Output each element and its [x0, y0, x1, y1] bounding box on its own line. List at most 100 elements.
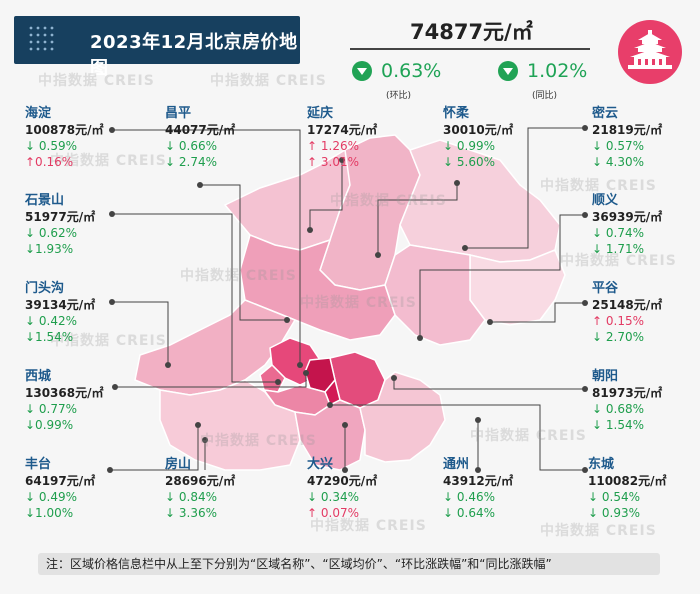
leader-pinggu	[490, 302, 585, 323]
yoy-label: (同比)	[532, 91, 558, 101]
district-changping: 昌平 44077元/㎡ ↓ 0.66% ↓ 2.74%	[165, 106, 235, 170]
title-banner: 2023年12月北京房价地图	[14, 16, 300, 79]
district-yoy: ↓ 5.60%	[443, 155, 495, 169]
district-name: 房山	[165, 457, 192, 472]
district-name: 朝阳	[592, 369, 619, 384]
watermark: 中指数据 CREIS	[50, 153, 167, 169]
temple-icon	[628, 30, 672, 69]
district-yoy: ↑ 3.01%	[307, 155, 359, 169]
watermark: 中指数据 CREIS	[210, 73, 327, 89]
district-name: 海淀	[25, 106, 52, 121]
district-price: 30010元/㎡	[443, 123, 514, 137]
district-yoy: ↓ 0.93%	[588, 506, 640, 520]
mom-label: (环比)	[386, 91, 412, 101]
district-yoy: ↑ 0.07%	[307, 506, 359, 520]
district-yanqing: 延庆 17274元/㎡ ↑ 1.26% ↑ 3.01%	[307, 106, 377, 170]
district-name: 怀柔	[443, 106, 470, 121]
district-mom: ↓ 0.57%	[592, 139, 644, 153]
district-xicheng: 西城 130368元/㎡ ↓ 0.77% ↓0.99%	[25, 369, 103, 433]
district-name: 平谷	[592, 281, 619, 296]
watermark: 中指数据 CREIS	[50, 333, 167, 349]
mom-change: 0.63%	[352, 60, 441, 82]
watermark: 中指数据 CREIS	[330, 193, 447, 209]
district-mom: ↓ 0.54%	[588, 490, 640, 504]
leader-huairou	[377, 183, 458, 255]
leader-chaoyang	[393, 378, 585, 390]
district-price: 64197元/㎡	[25, 474, 96, 488]
leader-dongcheng	[330, 404, 585, 471]
average-price: 74877元/㎡	[410, 20, 533, 44]
district-tongzhou: 通州 43912元/㎡ ↓ 0.46% ↓ 0.64%	[443, 457, 513, 521]
region-tongzhou	[359, 371, 446, 463]
district-yoy: ↑0.16%	[25, 155, 74, 169]
district-yoy: ↓ 1.54%	[592, 418, 644, 432]
district-name: 延庆	[307, 106, 334, 121]
down-arrow-icon	[498, 61, 518, 81]
district-shijingshan: 石景山 51977元/㎡ ↓ 0.62% ↓1.93%	[25, 193, 95, 257]
district-mentougou: 门头沟 39134元/㎡ ↓ 0.42% ↓1.54%	[25, 281, 95, 345]
region-pinggu	[469, 249, 566, 326]
district-fengtai: 丰台 64197元/㎡ ↓ 0.49% ↓1.00%	[25, 457, 95, 521]
district-mom: ↓ 0.59%	[25, 139, 77, 153]
district-daxing: 大兴 47290元/㎡ ↓ 0.34% ↑ 0.07%	[307, 457, 377, 521]
district-mom: ↓ 0.68%	[592, 402, 644, 416]
district-price: 39134元/㎡	[25, 298, 96, 312]
footnote: 注：区域价格信息栏中从上至下分别为“区域名称”、“区域均价”、“环比涨跌幅”和“…	[38, 553, 660, 575]
yoy-change-value: 1.02%	[527, 60, 588, 82]
district-yoy: ↓ 1.71%	[592, 242, 644, 256]
district-yoy: ↓ 2.70%	[592, 330, 644, 344]
dot-grid-icon	[29, 26, 54, 51]
district-mom: ↓ 0.66%	[165, 139, 217, 153]
watermark: 中指数据 CREIS	[470, 428, 587, 444]
district-name: 昌平	[165, 106, 192, 121]
district-price: 44077元/㎡	[165, 123, 236, 137]
district-shunyi: 顺义 36939元/㎡ ↓ 0.74% ↓ 1.71%	[592, 193, 662, 257]
district-price: 21819元/㎡	[592, 123, 663, 137]
district-mom: ↓ 0.84%	[165, 490, 217, 504]
down-arrow-icon	[352, 61, 372, 81]
district-mom: ↓ 0.42%	[25, 314, 77, 328]
divider	[350, 48, 590, 50]
page-title: 2023年12月北京房价地图	[90, 32, 298, 79]
district-yoy: ↓ 2.74%	[165, 155, 217, 169]
district-chaoyang: 朝阳 81973元/㎡ ↓ 0.68% ↓ 1.54%	[592, 369, 662, 433]
mom-change-value: 0.63%	[381, 60, 442, 82]
district-yoy: ↓1.93%	[25, 242, 74, 256]
temple-of-heaven-logo	[618, 20, 682, 84]
watermark: 中指数据 CREIS	[300, 295, 417, 311]
district-huairou: 怀柔 30010元/㎡ ↓ 0.99% ↓ 5.60%	[443, 106, 513, 170]
leader-fengtai	[110, 425, 199, 471]
district-mom: ↓ 0.74%	[592, 226, 644, 240]
district-yoy: ↓1.00%	[25, 506, 74, 520]
district-mom: ↓ 0.34%	[307, 490, 359, 504]
district-name: 西城	[25, 369, 52, 384]
district-mom: ↑ 1.26%	[307, 139, 359, 153]
leader-dots	[107, 125, 588, 473]
district-price: 36939元/㎡	[592, 210, 663, 224]
district-dongcheng: 东城 110082元/㎡ ↓ 0.54% ↓ 0.93%	[588, 457, 666, 521]
watermark: 中指数据 CREIS	[540, 523, 657, 539]
district-price: 51977元/㎡	[25, 210, 96, 224]
district-mom: ↑ 0.15%	[592, 314, 644, 328]
leader-lines	[110, 127, 585, 471]
leader-miyun	[465, 127, 585, 249]
leader-mentougou	[112, 301, 169, 365]
watermark: 中指数据 CREIS	[540, 178, 657, 194]
district-mom: ↓ 0.46%	[443, 490, 495, 504]
district-price: 25148元/㎡	[592, 298, 663, 312]
district-yoy: ↓ 3.36%	[165, 506, 217, 520]
district-name: 丰台	[25, 457, 52, 472]
district-miyun: 密云 21819元/㎡ ↓ 0.57% ↓ 4.30%	[592, 106, 662, 170]
watermark: 中指数据 CREIS	[560, 253, 677, 269]
district-name: 东城	[588, 457, 615, 472]
district-price: 17274元/㎡	[307, 123, 378, 137]
watermark: 中指数据 CREIS	[180, 268, 297, 284]
district-name: 通州	[443, 457, 470, 472]
watermark: 中指数据 CREIS	[200, 433, 317, 449]
leader-xicheng	[115, 373, 307, 388]
district-price: 43912元/㎡	[443, 474, 514, 488]
district-pinggu: 平谷 25148元/㎡ ↑ 0.15% ↓ 2.70%	[592, 281, 662, 345]
district-name: 顺义	[592, 193, 619, 208]
district-mom: ↓ 0.49%	[25, 490, 77, 504]
